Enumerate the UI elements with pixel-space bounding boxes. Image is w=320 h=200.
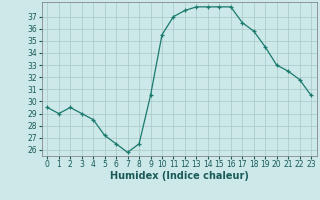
X-axis label: Humidex (Indice chaleur): Humidex (Indice chaleur) (110, 171, 249, 181)
